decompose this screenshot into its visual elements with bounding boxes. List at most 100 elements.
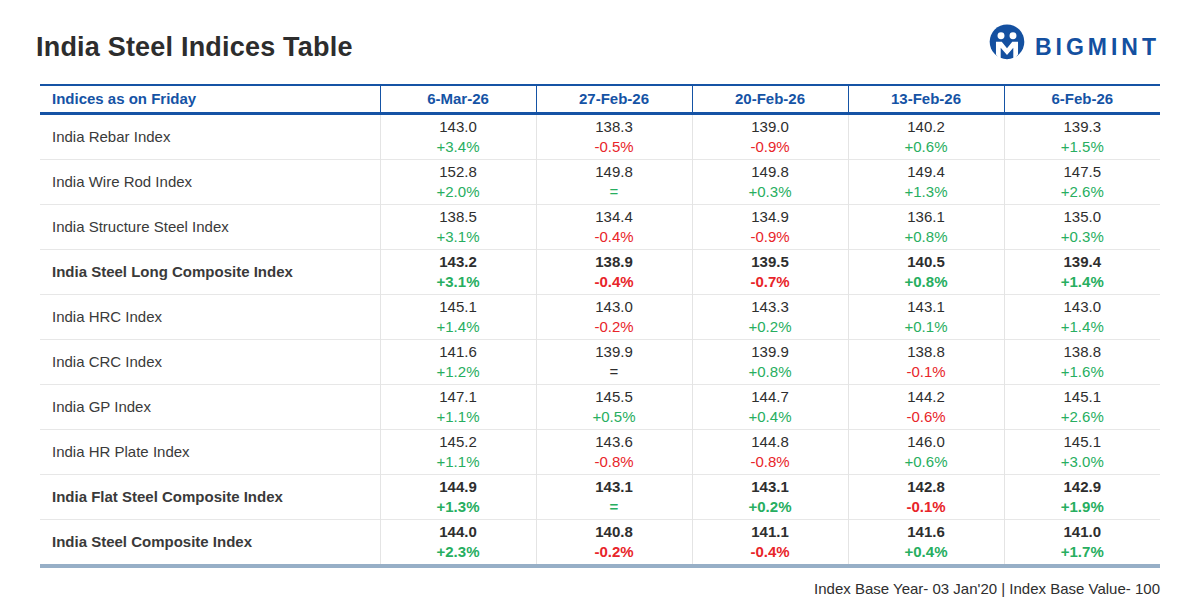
index-weekly-change: -0.7% bbox=[693, 272, 848, 292]
index-value: 147.1 bbox=[381, 387, 536, 407]
index-value: 145.2 bbox=[381, 432, 536, 452]
index-value-cell: 149.8+0.3% bbox=[692, 159, 848, 204]
table-row: India Rebar Index143.0+3.4%138.3-0.5%139… bbox=[40, 113, 1160, 159]
bigmint-owl-m-icon bbox=[988, 24, 1026, 70]
index-value-cell: 143.0+1.4% bbox=[1004, 294, 1160, 339]
index-value-cell: 140.5+0.8% bbox=[848, 249, 1004, 294]
index-value: 143.0 bbox=[1005, 297, 1161, 317]
index-value: 138.8 bbox=[1005, 342, 1161, 362]
index-weekly-change: -0.9% bbox=[693, 227, 848, 247]
index-weekly-change: +2.6% bbox=[1005, 182, 1161, 202]
index-value-cell: 144.9+1.3% bbox=[380, 474, 536, 519]
table-row: India Steel Composite Index144.0+2.3%140… bbox=[40, 519, 1160, 566]
index-value-cell: 152.8+2.0% bbox=[380, 159, 536, 204]
index-weekly-change: +0.5% bbox=[537, 407, 692, 427]
index-value: 152.8 bbox=[381, 162, 536, 182]
index-value-cell: 136.1+0.8% bbox=[848, 204, 1004, 249]
index-value-cell: 143.2+3.1% bbox=[380, 249, 536, 294]
index-value: 144.7 bbox=[693, 387, 848, 407]
table-header-row: Indices as on Friday 6-Mar-26 27-Feb-26 … bbox=[40, 85, 1160, 113]
table-row: India Flat Steel Composite Index144.9+1.… bbox=[40, 474, 1160, 519]
index-weekly-change: +1.4% bbox=[1005, 272, 1161, 292]
index-value: 143.3 bbox=[693, 297, 848, 317]
index-value: 141.6 bbox=[381, 342, 536, 362]
index-value-cell: 141.6+0.4% bbox=[848, 519, 1004, 566]
index-value-cell: 135.0+0.3% bbox=[1004, 204, 1160, 249]
index-value-cell: 139.0-0.9% bbox=[692, 113, 848, 159]
index-weekly-change: +0.3% bbox=[693, 182, 848, 202]
index-value-cell: 143.0+3.4% bbox=[380, 113, 536, 159]
header-date: 13-Feb-26 bbox=[848, 85, 1004, 113]
index-value-cell: 143.1+0.2% bbox=[692, 474, 848, 519]
index-value-cell: 143.6-0.8% bbox=[536, 429, 692, 474]
index-value: 143.0 bbox=[381, 117, 536, 137]
index-value: 145.1 bbox=[381, 297, 536, 317]
header-date: 6-Feb-26 bbox=[1004, 85, 1160, 113]
header-date: 27-Feb-26 bbox=[536, 85, 692, 113]
index-weekly-change: +0.8% bbox=[693, 362, 848, 382]
index-value: 139.5 bbox=[693, 252, 848, 272]
index-value-cell: 147.5+2.6% bbox=[1004, 159, 1160, 204]
index-value-cell: 145.2+1.1% bbox=[380, 429, 536, 474]
index-name: India GP Index bbox=[40, 384, 380, 429]
index-value-cell: 138.8-0.1% bbox=[848, 339, 1004, 384]
index-weekly-change: +1.1% bbox=[381, 452, 536, 472]
index-value-cell: 138.8+1.6% bbox=[1004, 339, 1160, 384]
index-value: 134.4 bbox=[537, 207, 692, 227]
index-value: 141.0 bbox=[1005, 522, 1161, 542]
index-weekly-change: +0.2% bbox=[693, 497, 848, 517]
index-value-cell: 140.8-0.2% bbox=[536, 519, 692, 566]
index-value-cell: 143.0-0.2% bbox=[536, 294, 692, 339]
index-weekly-change: +2.3% bbox=[381, 542, 536, 562]
index-name: India Wire Rod Index bbox=[40, 159, 380, 204]
index-value: 143.2 bbox=[381, 252, 536, 272]
index-value-cell: 146.0+0.6% bbox=[848, 429, 1004, 474]
index-value: 139.3 bbox=[1005, 117, 1161, 137]
index-weekly-change: +0.4% bbox=[849, 542, 1004, 562]
index-value: 146.0 bbox=[849, 432, 1004, 452]
index-weekly-change: +0.8% bbox=[849, 227, 1004, 247]
index-value-cell: 144.2-0.6% bbox=[848, 384, 1004, 429]
index-value: 138.5 bbox=[381, 207, 536, 227]
index-value: 136.1 bbox=[849, 207, 1004, 227]
index-weekly-change: +0.6% bbox=[849, 137, 1004, 157]
index-value-cell: 138.5+3.1% bbox=[380, 204, 536, 249]
index-weekly-change: = bbox=[537, 497, 692, 517]
index-weekly-change: +3.0% bbox=[1005, 452, 1161, 472]
indices-table-body: India Rebar Index143.0+3.4%138.3-0.5%139… bbox=[40, 113, 1160, 566]
index-value-cell: 139.9+0.8% bbox=[692, 339, 848, 384]
index-value-cell: 145.1+1.4% bbox=[380, 294, 536, 339]
index-name: India Steel Long Composite Index bbox=[40, 249, 380, 294]
index-name: India Steel Composite Index bbox=[40, 519, 380, 566]
table-row: India Wire Rod Index152.8+2.0%149.8=149.… bbox=[40, 159, 1160, 204]
index-weekly-change: +1.4% bbox=[381, 317, 536, 337]
index-value-cell: 149.8= bbox=[536, 159, 692, 204]
index-value: 139.0 bbox=[693, 117, 848, 137]
index-value: 140.5 bbox=[849, 252, 1004, 272]
index-value: 145.1 bbox=[1005, 387, 1161, 407]
index-weekly-change: +1.4% bbox=[1005, 317, 1161, 337]
index-value: 135.0 bbox=[1005, 207, 1161, 227]
index-value-cell: 138.3-0.5% bbox=[536, 113, 692, 159]
index-value-cell: 143.1+0.1% bbox=[848, 294, 1004, 339]
indices-table-wrap: Indices as on Friday 6-Mar-26 27-Feb-26 … bbox=[40, 84, 1160, 568]
index-value: 144.8 bbox=[693, 432, 848, 452]
index-value-cell: 139.3+1.5% bbox=[1004, 113, 1160, 159]
index-weekly-change: +1.6% bbox=[1005, 362, 1161, 382]
index-value-cell: 139.9= bbox=[536, 339, 692, 384]
index-weekly-change: -0.1% bbox=[849, 497, 1004, 517]
index-value-cell: 141.6+1.2% bbox=[380, 339, 536, 384]
index-value-cell: 147.1+1.1% bbox=[380, 384, 536, 429]
index-weekly-change: +1.1% bbox=[381, 407, 536, 427]
index-weekly-change: +1.3% bbox=[849, 182, 1004, 202]
index-value: 147.5 bbox=[1005, 162, 1161, 182]
index-weekly-change: = bbox=[537, 182, 692, 202]
index-value: 139.4 bbox=[1005, 252, 1161, 272]
table-row: India GP Index147.1+1.1%145.5+0.5%144.7+… bbox=[40, 384, 1160, 429]
index-weekly-change: +1.2% bbox=[381, 362, 536, 382]
index-weekly-change: -0.6% bbox=[849, 407, 1004, 427]
table-row: India HRC Index145.1+1.4%143.0-0.2%143.3… bbox=[40, 294, 1160, 339]
index-name: India HRC Index bbox=[40, 294, 380, 339]
index-value-cell: 142.8-0.1% bbox=[848, 474, 1004, 519]
table-row: India Structure Steel Index138.5+3.1%134… bbox=[40, 204, 1160, 249]
